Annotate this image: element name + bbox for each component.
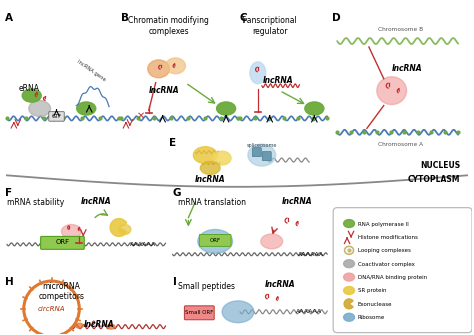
Ellipse shape <box>107 324 115 329</box>
Text: lncRNA: lncRNA <box>195 176 226 184</box>
Text: Chromosome B: Chromosome B <box>378 27 423 31</box>
Text: Coactivator complex: Coactivator complex <box>358 262 415 267</box>
Text: Ribosome: Ribosome <box>358 315 385 320</box>
Ellipse shape <box>148 60 170 78</box>
Text: eRNA: eRNA <box>18 84 39 93</box>
Text: AAAAAA: AAAAAA <box>298 252 324 257</box>
Text: NUCLEUS: NUCLEUS <box>420 160 460 170</box>
Ellipse shape <box>29 100 51 117</box>
Text: CYTOPLASM: CYTOPLASM <box>408 176 460 184</box>
Text: SR protein: SR protein <box>358 288 386 293</box>
Text: mRNA translation: mRNA translation <box>179 198 246 207</box>
FancyBboxPatch shape <box>333 208 472 333</box>
Text: lncRNA: lncRNA <box>84 320 114 329</box>
FancyBboxPatch shape <box>252 148 261 156</box>
Ellipse shape <box>198 229 233 253</box>
Ellipse shape <box>165 58 185 74</box>
Ellipse shape <box>22 89 41 102</box>
Text: E: E <box>169 138 176 148</box>
Text: GTF: GTF <box>52 114 62 119</box>
FancyBboxPatch shape <box>41 237 84 249</box>
Text: B: B <box>121 13 129 23</box>
Ellipse shape <box>62 224 82 239</box>
FancyBboxPatch shape <box>184 306 214 320</box>
Text: spliceosome: spliceosome <box>246 143 277 148</box>
Ellipse shape <box>119 224 131 234</box>
Ellipse shape <box>344 313 355 321</box>
Text: microRNA
competitors: microRNA competitors <box>38 282 84 302</box>
Text: ORF: ORF <box>210 238 221 243</box>
Ellipse shape <box>77 102 96 115</box>
Ellipse shape <box>217 102 236 115</box>
Text: D: D <box>332 13 341 23</box>
Ellipse shape <box>193 147 217 163</box>
Ellipse shape <box>222 301 254 323</box>
Text: lncRNA: lncRNA <box>264 279 295 288</box>
Text: A: A <box>5 13 13 23</box>
FancyBboxPatch shape <box>49 112 64 121</box>
Ellipse shape <box>250 62 266 84</box>
Text: lncRNA: lncRNA <box>148 86 179 95</box>
Ellipse shape <box>75 323 83 328</box>
Text: RNA polymerase II: RNA polymerase II <box>358 221 409 226</box>
Text: Small peptides: Small peptides <box>179 282 236 291</box>
Text: lncRNA: lncRNA <box>262 76 293 85</box>
Text: G: G <box>173 188 181 198</box>
Text: F: F <box>5 188 12 198</box>
Text: I: I <box>173 277 176 287</box>
Ellipse shape <box>201 161 220 175</box>
Text: Chromosome A: Chromosome A <box>378 142 423 147</box>
Text: Exonuclease: Exonuclease <box>358 302 392 307</box>
Text: ✕: ✕ <box>137 111 145 121</box>
Text: mRNA stability: mRNA stability <box>7 198 64 207</box>
Text: Small ORF: Small ORF <box>185 310 213 315</box>
Text: C: C <box>240 13 247 23</box>
Text: Histone modifications: Histone modifications <box>358 235 418 240</box>
Ellipse shape <box>213 151 231 165</box>
Ellipse shape <box>344 286 355 294</box>
Text: lncRNA: lncRNA <box>282 197 313 206</box>
Ellipse shape <box>377 77 407 105</box>
Text: lncRNA: lncRNA <box>81 197 111 206</box>
Text: ORF: ORF <box>55 240 70 245</box>
Text: AAAAAA: AAAAAA <box>296 309 322 314</box>
Text: Looping complexes: Looping complexes <box>358 248 411 253</box>
Ellipse shape <box>344 260 355 268</box>
Text: circRNA: circRNA <box>38 306 65 312</box>
Text: Chromatin modifying
complexes: Chromatin modifying complexes <box>128 16 209 36</box>
Wedge shape <box>344 299 353 309</box>
Ellipse shape <box>261 234 283 249</box>
Ellipse shape <box>248 144 276 166</box>
FancyBboxPatch shape <box>262 152 271 160</box>
Text: lncRNA gene: lncRNA gene <box>76 59 107 82</box>
Ellipse shape <box>344 219 355 227</box>
Text: lncRNA: lncRNA <box>391 64 422 73</box>
Text: AAAAAA: AAAAAA <box>130 242 156 247</box>
Text: DNA/RNA binding protein: DNA/RNA binding protein <box>358 275 427 280</box>
Text: Transcriptional
regulator: Transcriptional regulator <box>241 16 298 36</box>
Ellipse shape <box>344 273 355 281</box>
Ellipse shape <box>305 102 324 115</box>
Wedge shape <box>110 218 127 237</box>
Text: H: H <box>5 277 14 287</box>
FancyBboxPatch shape <box>199 234 231 246</box>
